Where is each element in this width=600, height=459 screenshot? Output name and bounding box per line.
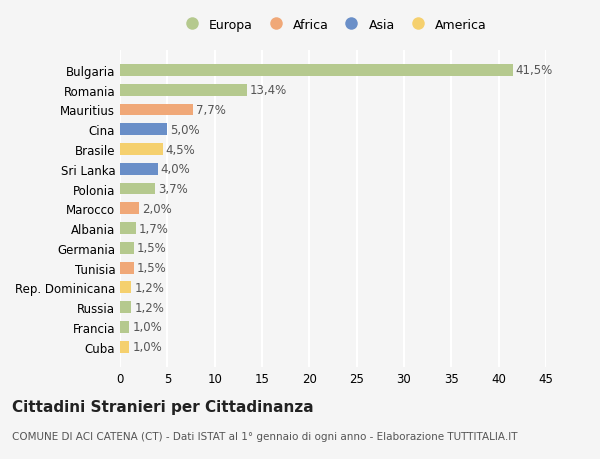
Text: 1,2%: 1,2% bbox=[134, 281, 164, 294]
Text: 4,5%: 4,5% bbox=[166, 143, 195, 156]
Text: 1,2%: 1,2% bbox=[134, 301, 164, 314]
Bar bbox=[120, 65, 513, 77]
Text: 1,0%: 1,0% bbox=[133, 341, 162, 353]
Bar bbox=[120, 262, 134, 274]
Text: Cittadini Stranieri per Cittadinanza: Cittadini Stranieri per Cittadinanza bbox=[12, 399, 314, 414]
Bar bbox=[120, 341, 130, 353]
Bar bbox=[120, 183, 155, 195]
Bar bbox=[120, 302, 131, 313]
Bar bbox=[120, 84, 247, 96]
Text: 7,7%: 7,7% bbox=[196, 104, 226, 117]
Text: 41,5%: 41,5% bbox=[516, 64, 553, 77]
Legend: Europa, Africa, Asia, America: Europa, Africa, Asia, America bbox=[179, 19, 487, 32]
Text: 2,0%: 2,0% bbox=[142, 202, 172, 215]
Bar bbox=[120, 242, 134, 254]
Bar bbox=[120, 321, 130, 333]
Bar bbox=[120, 124, 167, 136]
Text: COMUNE DI ACI CATENA (CT) - Dati ISTAT al 1° gennaio di ogni anno - Elaborazione: COMUNE DI ACI CATENA (CT) - Dati ISTAT a… bbox=[12, 431, 517, 442]
Text: 13,4%: 13,4% bbox=[250, 84, 287, 97]
Text: 1,0%: 1,0% bbox=[133, 321, 162, 334]
Bar bbox=[120, 282, 131, 294]
Bar bbox=[120, 144, 163, 156]
Text: 1,5%: 1,5% bbox=[137, 262, 167, 274]
Text: 5,0%: 5,0% bbox=[170, 123, 200, 136]
Bar bbox=[120, 223, 136, 235]
Bar bbox=[120, 163, 158, 175]
Text: 1,5%: 1,5% bbox=[137, 242, 167, 255]
Bar bbox=[120, 203, 139, 215]
Bar bbox=[120, 104, 193, 116]
Text: 3,7%: 3,7% bbox=[158, 183, 188, 196]
Text: 4,0%: 4,0% bbox=[161, 163, 190, 176]
Text: 1,7%: 1,7% bbox=[139, 222, 169, 235]
